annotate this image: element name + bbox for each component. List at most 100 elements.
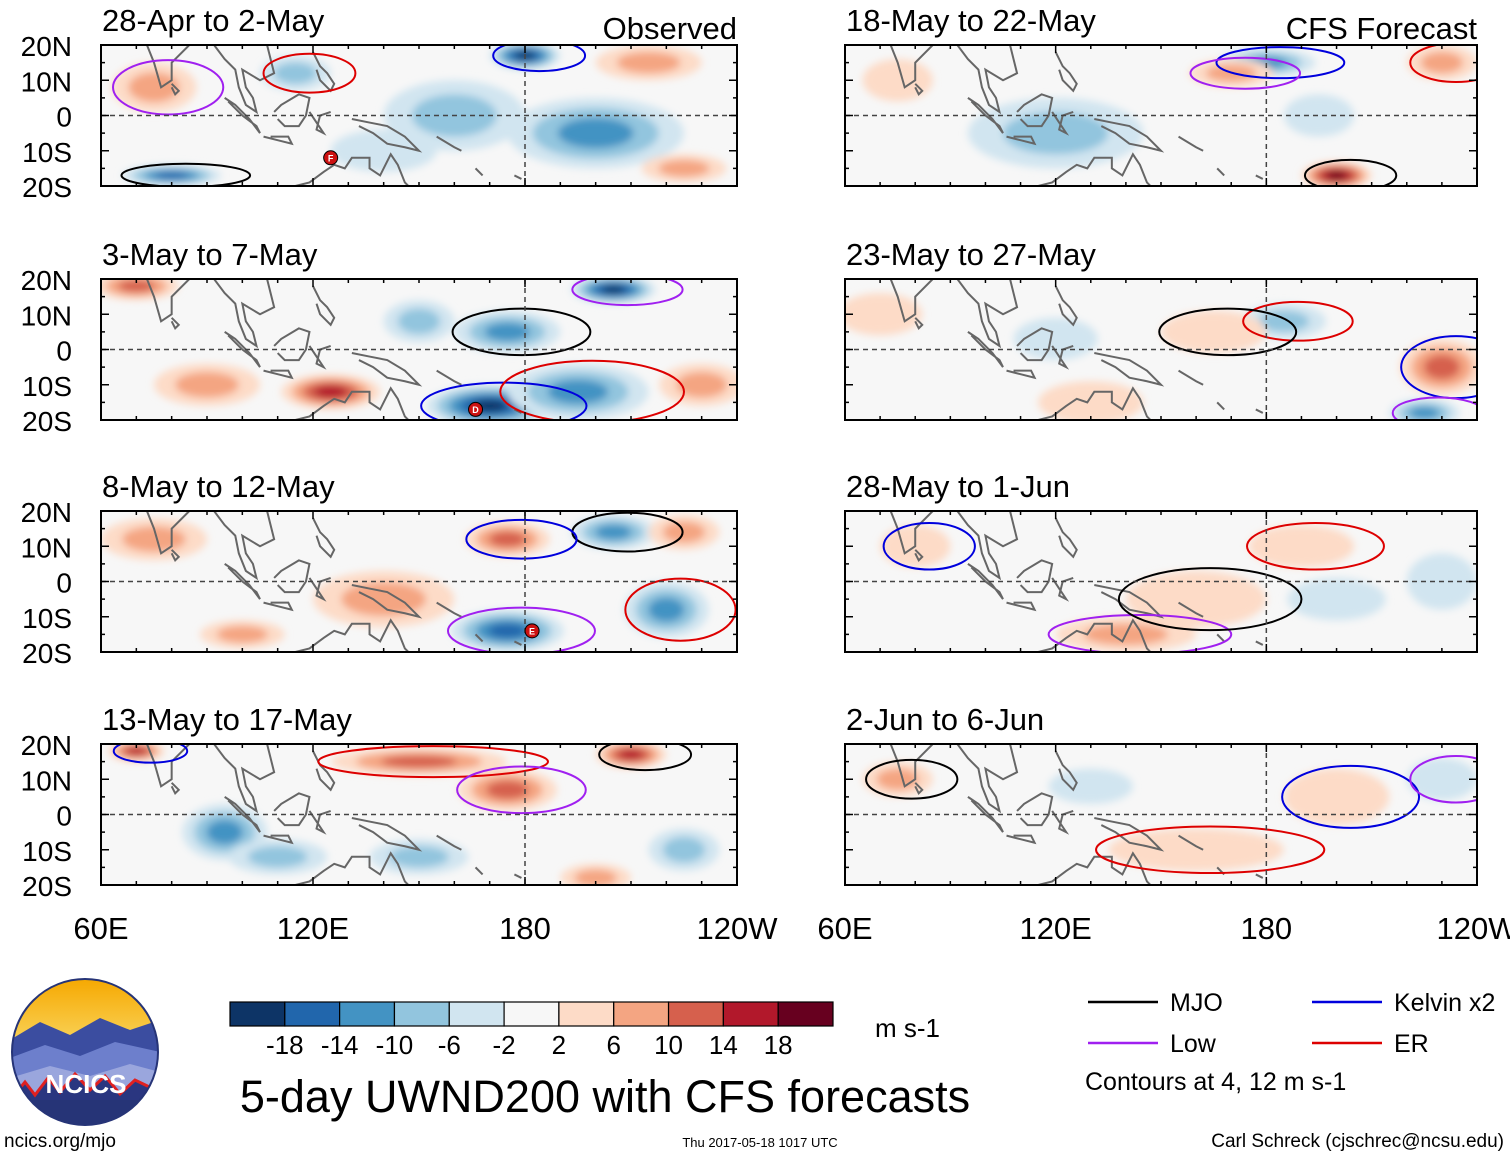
anomaly-blob — [1108, 828, 1284, 871]
anomaly-blob — [876, 768, 919, 790]
ncics-logo: NCICS — [11, 978, 159, 1126]
panel-3: E 8-May to 12-May 20N 10N 0 10S 20S — [21, 469, 738, 669]
lon-tick-label: 120E — [277, 911, 349, 946]
colorbar-tick-label: 10 — [654, 1030, 683, 1060]
panel-title: 28-Apr to 2-May — [102, 3, 325, 38]
panel-7: 28-May to 1-Jun — [844, 469, 1478, 653]
wave-contours — [882, 521, 1385, 652]
coastlines — [144, 744, 522, 885]
lat-tick-label: 20S — [22, 871, 72, 902]
colorbar-tick-label: -10 — [376, 1030, 414, 1060]
panel-title: 13-May to 17-May — [102, 702, 352, 737]
wave-contours — [446, 511, 737, 652]
lon-tick-label: 180 — [1240, 911, 1292, 946]
column-label-observed: Observed — [603, 11, 737, 46]
anomaly-blob — [122, 526, 186, 552]
contour-note: Contours at 4, 12 m s-1 — [1085, 1068, 1346, 1096]
legend-label: ER — [1394, 1030, 1429, 1058]
anomaly-blob — [1048, 768, 1133, 804]
anomaly-blob — [547, 379, 609, 404]
colorbar-tick-label: 14 — [709, 1030, 738, 1060]
colorbar-tick-label: -6 — [438, 1030, 461, 1060]
lat-tick-label: 10N — [21, 300, 72, 331]
anomaly-blob — [595, 524, 632, 540]
anomaly-blob — [126, 747, 146, 755]
panel-title: 8-May to 12-May — [102, 469, 335, 504]
colorbar-swatch — [229, 1001, 286, 1027]
anomaly-blob — [341, 582, 427, 617]
anomaly-blob — [274, 62, 317, 84]
lat-tick-label: 20N — [21, 730, 72, 761]
wave-contours — [420, 279, 685, 420]
anomaly-blob — [484, 322, 531, 341]
lat-tick-label: 10S — [22, 371, 72, 402]
lat-tick-label: 10N — [21, 66, 72, 97]
anomaly-blob — [397, 308, 441, 334]
lat-tick-label: 10S — [22, 836, 72, 867]
anomaly-blob — [486, 780, 529, 799]
colorbar-swatch — [722, 1001, 779, 1027]
anomaly-blob — [1409, 406, 1440, 419]
coastlines — [144, 511, 522, 652]
legend: MJO Kelvin x2 Low ER — [1088, 989, 1495, 1058]
colorbar-tick-label: -2 — [493, 1030, 516, 1060]
coastlines — [888, 45, 1264, 186]
anomaly-blob — [118, 280, 155, 293]
svg-text:F: F — [328, 153, 334, 163]
lat-tick-label: 0 — [56, 801, 72, 832]
anomaly-blob — [1125, 570, 1267, 628]
anomaly-blob — [216, 625, 268, 643]
anomaly-blob — [845, 293, 923, 336]
anomaly-blob — [1248, 525, 1355, 568]
anomaly-blob — [314, 385, 348, 398]
colorbar-tick-label: -18 — [266, 1030, 304, 1060]
anomaly-blob — [658, 159, 710, 177]
anomaly-blob — [128, 72, 180, 103]
lat-tick-label: 10S — [22, 603, 72, 634]
anomaly-blob — [1283, 94, 1355, 137]
wave-contours — [112, 45, 587, 186]
anomaly-blob — [1423, 355, 1460, 380]
colorbar-tick-label: 2 — [552, 1030, 566, 1060]
panel-title: 3-May to 7-May — [102, 237, 318, 272]
legend-label: Kelvin x2 — [1394, 989, 1495, 1017]
panel-title: 2-Jun to 6-Jun — [846, 702, 1044, 737]
anomaly-blob — [330, 129, 437, 172]
wave-contours — [1158, 300, 1477, 420]
anomaly-blob — [389, 846, 449, 868]
anomaly-blob — [488, 623, 527, 638]
lon-tick-label: 120W — [1437, 911, 1510, 946]
lat-tick-label: 20S — [22, 172, 72, 203]
anomaly-blob — [1161, 310, 1267, 354]
anomaly-blob — [381, 755, 457, 768]
wave-contours — [1189, 45, 1477, 186]
anomaly-blob — [206, 820, 243, 845]
anomaly-blob — [1002, 111, 1109, 155]
lat-tick-label: 20S — [22, 406, 72, 437]
anomaly-blob — [601, 285, 625, 294]
anomaly-blob — [1287, 577, 1386, 621]
colorbar-tick-label: 6 — [606, 1030, 620, 1060]
anomaly-blob — [1406, 758, 1477, 801]
lat-tick-label: 10S — [22, 137, 72, 168]
colorbar-swatch — [558, 1001, 615, 1027]
legend-entry: Kelvin x2 — [1312, 989, 1495, 1017]
coastlines — [144, 279, 522, 420]
anomaly-blob — [662, 837, 706, 863]
lat-tick-label: 20S — [22, 638, 72, 669]
anomaly-blob — [175, 372, 239, 398]
wave-contours — [112, 744, 693, 815]
anomaly-blob — [1258, 310, 1310, 332]
panel-title: 23-May to 27-May — [846, 237, 1096, 272]
legend-label: Low — [1170, 1030, 1217, 1058]
anomaly-blob — [662, 521, 706, 543]
anomaly-blob — [1420, 52, 1463, 74]
colorbar-swatch — [448, 1001, 505, 1027]
legend-entry: MJO — [1088, 989, 1223, 1017]
anomaly-blob — [155, 171, 189, 179]
wave-contours — [865, 754, 1477, 875]
legend-entry: Low — [1088, 1030, 1217, 1058]
colorbar-tick-label: 18 — [764, 1030, 793, 1060]
